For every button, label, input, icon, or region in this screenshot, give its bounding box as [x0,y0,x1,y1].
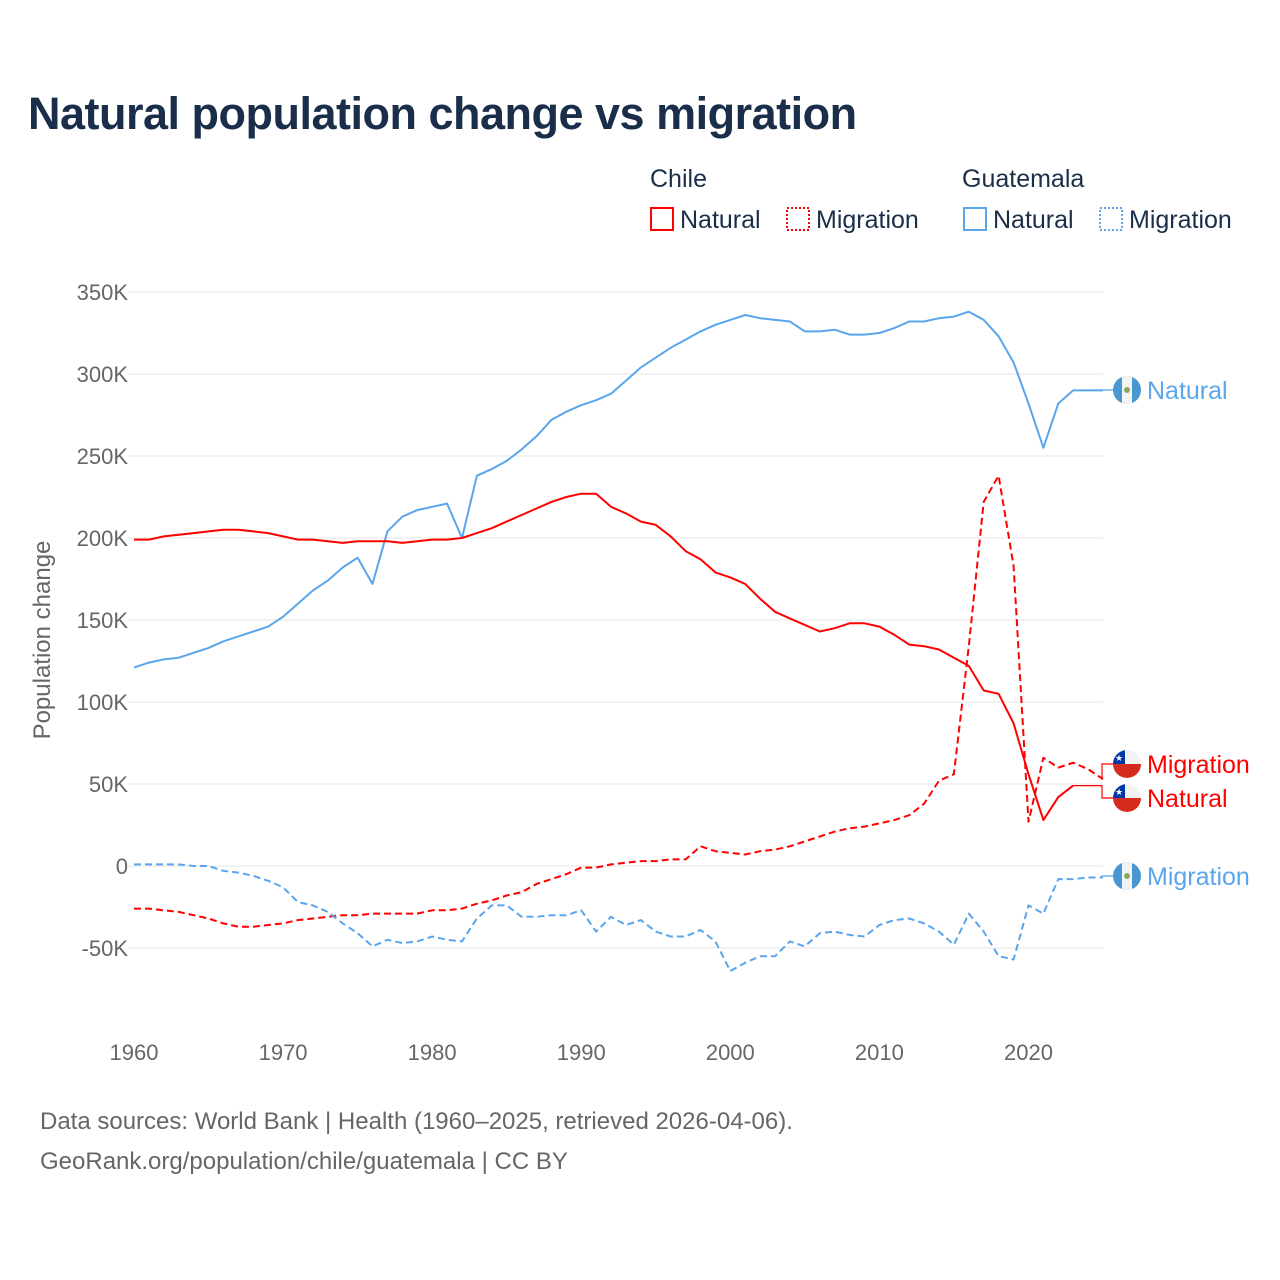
series-line-chile-migration[interactable] [134,474,1104,928]
series-lines [133,310,1104,972]
legend: Chile Natural Migration Guatemala Natura… [650,165,1232,234]
svg-text:★: ★ [1115,787,1123,797]
chile-flag-icon: ★ [1113,784,1141,812]
y-tick-label: 100K [77,690,129,715]
legend-swatch-chile-migration [786,207,810,231]
source-note: Data sources: World Bank | Health (1960–… [40,1108,793,1135]
legend-swatch-chile-natural [650,207,674,231]
end-label-text: Migration [1147,863,1250,891]
legend-item-chile-migration[interactable]: Migration [816,206,919,234]
legend-item-guatemala-natural[interactable]: Natural [993,206,1074,234]
end-label-text: Migration [1147,751,1250,779]
y-tick-label: 200K [77,526,129,551]
label-connector [1101,763,1113,780]
y-tick-label: -50K [82,936,129,961]
legend-swatch-guatemala-migration [1099,207,1123,231]
legend-item-guatemala-migration[interactable]: Migration [1129,206,1232,234]
x-tick-label: 1990 [557,1040,606,1065]
end-label-chile-migration: ★ Migration [1101,750,1250,780]
legend-swatch-guatemala-natural [963,207,987,231]
y-tick-label: 350K [77,280,129,305]
end-label-text: Natural [1147,785,1228,813]
x-tick-label: 1960 [110,1040,159,1065]
y-tick-label: 250K [77,444,129,469]
end-labels: Natural ★ Natural ★ Migration Migration [1073,376,1250,891]
source-link[interactable]: GeoRank.org/population/chile/guatemala |… [40,1148,568,1175]
x-tick-label: 2000 [706,1040,755,1065]
x-tick-label: 1970 [259,1040,308,1065]
y-tick-label: 150K [77,608,129,633]
chart-title: Natural population change vs migration [28,88,857,139]
end-label-text: Natural [1147,377,1228,405]
x-tick-label: 1980 [408,1040,457,1065]
x-axis-ticks: 1960 1970 1980 1990 2000 2010 2020 [110,1040,1053,1065]
svg-text:★: ★ [1115,753,1123,763]
chile-flag-icon: ★ [1113,750,1141,778]
series-line-guatemala-natural[interactable] [133,310,1103,669]
legend-item-chile-natural[interactable]: Natural [680,206,761,234]
legend-group-chile: Chile [650,165,707,193]
series-line-guatemala-migration[interactable] [134,863,1103,972]
guatemala-flag-icon [1113,862,1141,890]
legend-group-guatemala: Guatemala [962,165,1084,193]
label-connector [1101,875,1113,879]
label-connector [1073,785,1113,799]
y-tick-label: 0 [116,854,128,879]
end-label-guatemala-natural: Natural [1101,376,1228,405]
y-axis-label: Population change [29,541,56,740]
series-line-chile-natural[interactable] [134,492,1074,822]
y-tick-label: 50K [89,772,128,797]
end-label-guatemala-migration: Migration [1101,862,1250,891]
x-tick-label: 2010 [855,1040,904,1065]
x-tick-label: 2020 [1004,1040,1053,1065]
guatemala-flag-icon [1113,376,1141,404]
end-label-chile-natural: ★ Natural [1073,784,1228,813]
y-tick-label: 300K [77,362,129,387]
y-axis-ticks: 350K 300K 250K 200K 150K 100K 50K 0 -50K [77,280,129,961]
